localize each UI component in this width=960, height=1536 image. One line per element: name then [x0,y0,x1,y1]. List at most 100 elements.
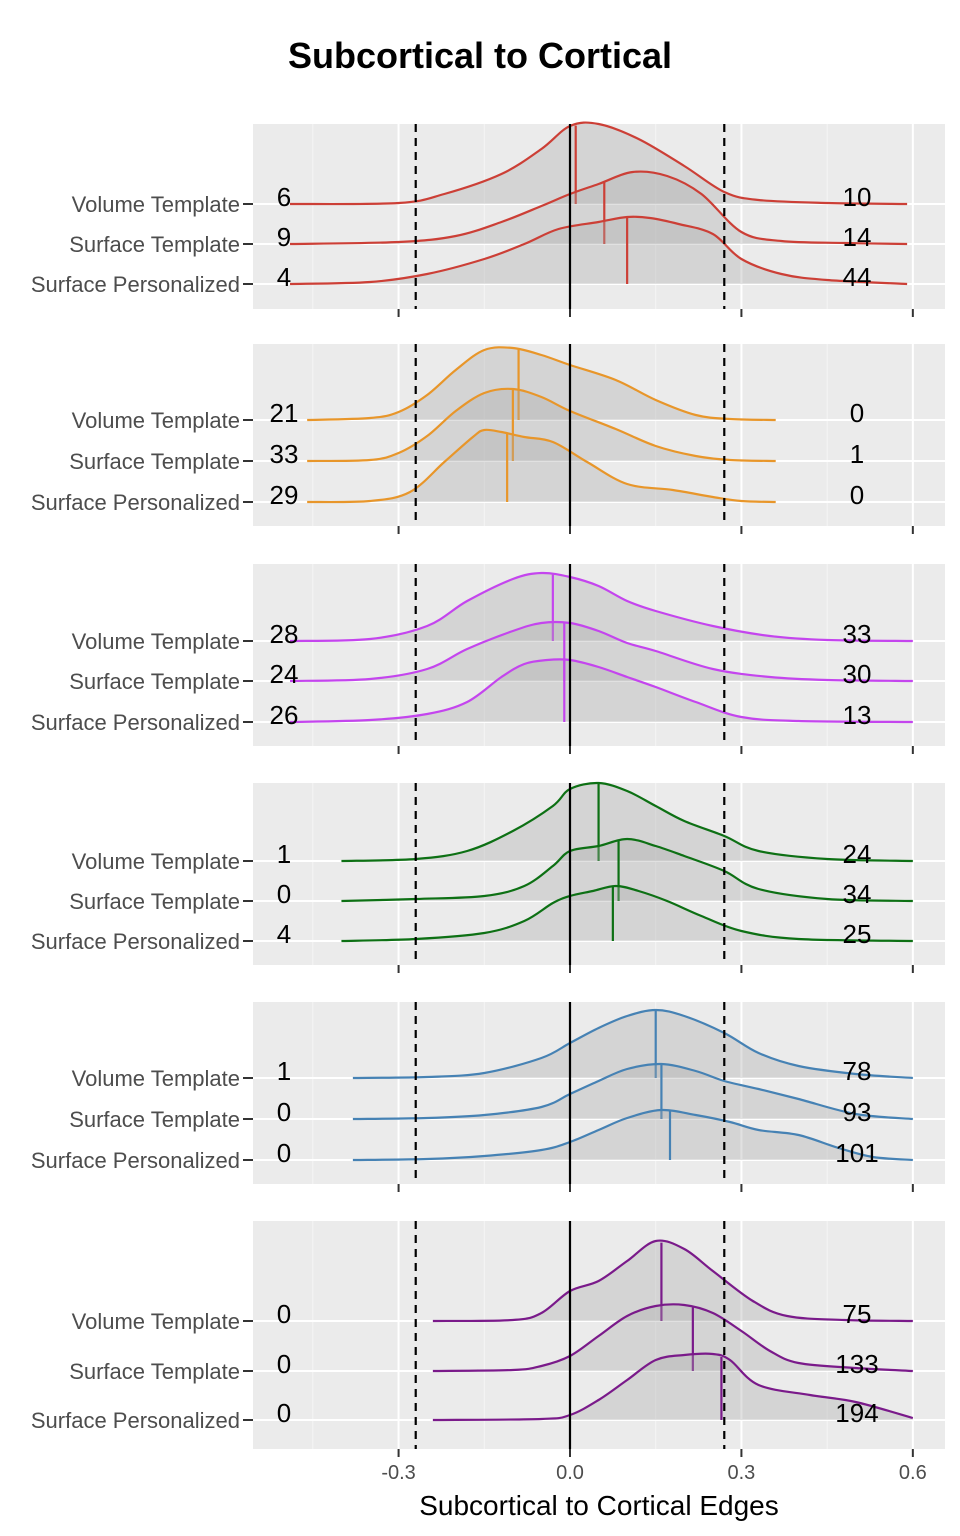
x-tick-label: -0.3 [381,1462,415,1484]
ridge-fill-1 [290,572,913,641]
ridge-fill-2 [341,839,913,901]
ridge-fill-1 [352,1010,913,1078]
y-label: Surface Personalized [31,1408,240,1433]
ridge-line-2 [352,1062,913,1121]
count-right: 10 [843,182,872,212]
ridge-fill-1 [432,1240,913,1321]
y-label: Surface Personalized [31,272,240,297]
ridge-line-3 [432,1352,914,1422]
x-tick-label: 0.6 [899,1462,927,1484]
count-right: 30 [843,659,872,689]
ridge-fill-2 [290,171,908,244]
y-label: Surface Personalized [31,710,240,735]
ridge-fill-3 [307,429,776,503]
y-label: Volume Template [72,1066,240,1091]
y-label: Volume Template [72,849,240,874]
y-label: Volume Template [72,1309,240,1334]
panel-1: Volume Template 6 10 Surface Template 9 14 Sur… [31,121,945,317]
count-right: 101 [835,1138,878,1168]
count-left: 1 [277,839,291,869]
panel-background [253,1002,945,1184]
count-right: 75 [843,1299,872,1329]
count-right: 44 [843,262,872,292]
count-left: 24 [270,659,299,689]
x-tick-label: 0.0 [556,1462,584,1484]
count-left: 0 [277,879,291,909]
count-right: 13 [843,700,872,730]
x-axis-label: Subcortical to Cortical Edges [419,1490,779,1521]
y-label: Surface Personalized [31,929,240,954]
count-right: 78 [843,1056,872,1086]
count-right: 24 [843,839,872,869]
count-left: 0 [277,1349,291,1379]
count-right: 14 [843,222,872,252]
count-left: 28 [270,619,299,649]
y-label: Surface Personalized [31,1148,240,1173]
y-label: Surface Template [69,232,240,257]
ridge-line-1 [289,571,913,643]
count-left: 9 [277,222,291,252]
count-right: 1 [850,439,864,469]
count-right: 133 [835,1349,878,1379]
y-label: Volume Template [72,629,240,654]
panel-2: Volume Template 21 0 Surface Template 33 1 Sur… [31,344,945,534]
count-right: 25 [843,919,872,949]
ridge-fill-3 [290,659,913,722]
ridge-line-2 [341,837,913,903]
panel-6: Volume Template 0 75 Surface Template 0 133 Su… [31,1221,945,1457]
x-axis: -0.3 0.0 0.3 0.6 [381,1462,926,1484]
panel-background [253,124,945,309]
count-left: 21 [270,398,299,428]
count-left: 29 [270,480,299,510]
count-right: 34 [843,879,872,909]
ridge-line-3 [352,1108,913,1162]
ridge-fill-1 [341,782,913,861]
ridge-line-1 [290,121,908,206]
count-left: 1 [277,1056,291,1086]
panel-3: Volume Template 28 33 Surface Template 24 30 S… [31,564,945,754]
ridge-line-1 [307,346,776,422]
ridge-fill-3 [290,216,908,284]
ridge-fill-1 [290,122,908,205]
x-tick-label: 0.3 [728,1462,756,1484]
ridge-fill-3 [352,1109,913,1160]
count-left: 0 [277,1299,291,1329]
ridge-fill-3 [341,886,913,941]
count-left: 0 [277,1097,291,1127]
count-left: 33 [270,439,299,469]
ridge-line-2 [289,170,908,246]
count-left: 4 [277,262,291,292]
y-label: Surface Template [69,1107,240,1132]
ridge-fill-2 [307,388,776,461]
count-left: 26 [270,700,299,730]
ridge-line-1 [432,1239,913,1323]
ridge-line-2 [432,1303,913,1373]
ridge-line-3 [307,428,776,504]
ridge-line-1 [352,1008,913,1080]
count-left: 0 [277,1138,291,1168]
y-label: Surface Template [69,669,240,694]
ridge-fill-2 [352,1063,913,1119]
chart-title: Subcortical to Cortical [288,35,672,76]
count-right: 33 [843,619,872,649]
count-right: 93 [843,1097,872,1127]
count-right: 194 [835,1398,878,1428]
y-label: Surface Personalized [31,490,240,515]
y-label: Surface Template [69,1359,240,1384]
y-label: Surface Template [69,889,240,914]
y-label: Volume Template [72,408,240,433]
y-label: Surface Template [69,449,240,474]
panel-background [253,564,945,746]
y-label: Volume Template [72,192,240,217]
count-left: 4 [277,919,291,949]
count-left: 6 [277,182,291,212]
ridge-line-2 [289,620,913,683]
count-right: 0 [850,480,864,510]
ridge-fill-3 [432,1353,913,1420]
ridge-line-1 [341,781,913,863]
count-right: 0 [850,398,864,428]
count-left: 0 [277,1398,291,1428]
panel-5: Volume Template 1 78 Surface Template 0 93 Sur… [31,1002,945,1192]
